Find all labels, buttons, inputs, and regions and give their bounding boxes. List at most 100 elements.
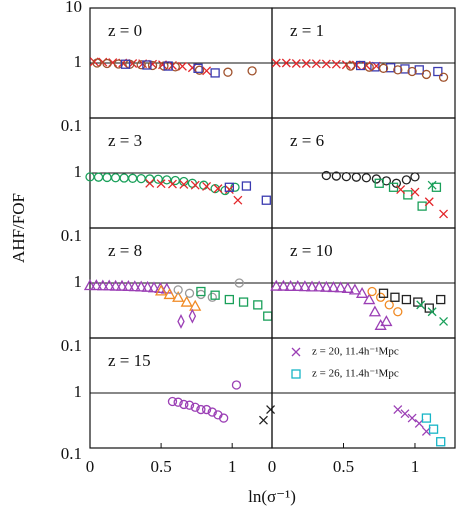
marker-circle	[384, 300, 394, 310]
marker-triangle	[163, 288, 176, 300]
marker-square	[355, 60, 366, 71]
marker-diamond	[188, 308, 197, 324]
marker-square	[424, 303, 434, 313]
marker-x	[400, 409, 410, 419]
marker-triangle	[147, 281, 161, 293]
marker-circle	[179, 399, 189, 410]
marker-circle	[381, 176, 392, 186]
marker-square	[403, 190, 413, 200]
y-tick-label: 1	[74, 162, 83, 181]
marker-circle	[184, 400, 195, 410]
x-tick-label: 0.5	[333, 457, 354, 476]
marker-triangle	[128, 280, 141, 292]
panel-label: z = 8	[108, 241, 142, 260]
marker-square	[196, 286, 206, 297]
panel-label: z = 3	[108, 131, 142, 150]
marker-x	[291, 347, 301, 357]
marker-circle	[351, 172, 362, 182]
marker-square	[413, 297, 423, 307]
y-axis-label: AHF/FOF	[9, 193, 28, 263]
x-axis-label: ln(σ⁻¹)	[248, 487, 296, 506]
marker-triangle	[83, 279, 97, 291]
marker-circle	[421, 69, 432, 80]
x-tick-label: 0	[268, 457, 277, 476]
marker-circle	[345, 61, 356, 71]
panel-label: z = 10	[290, 241, 333, 260]
marker-square	[261, 195, 271, 205]
marker-circle	[147, 60, 158, 71]
marker-x	[396, 185, 406, 195]
marker-circle	[223, 67, 233, 77]
marker-x	[439, 209, 449, 219]
x-tick-label: 1	[228, 457, 237, 476]
marker-x	[108, 58, 118, 67]
marker-circle	[207, 292, 217, 302]
marker-circle	[173, 285, 183, 295]
marker-square	[224, 182, 234, 192]
marker-square	[401, 294, 412, 305]
marker-circle	[231, 380, 242, 390]
marker-square	[210, 68, 220, 78]
y-tick-label: 0.1	[61, 336, 82, 355]
marker-triangle	[298, 280, 311, 292]
marker-x	[213, 184, 223, 194]
marker-circle	[173, 397, 183, 407]
marker-triangle	[355, 286, 369, 298]
marker-x	[266, 405, 276, 415]
marker-x	[321, 59, 331, 69]
y-tick-label: 1	[74, 52, 83, 71]
marker-triangle	[334, 281, 347, 293]
y-tick-label: 1	[74, 272, 83, 291]
panel-label: z = 0	[108, 21, 142, 40]
marker-x	[202, 66, 212, 76]
marker-square	[436, 294, 446, 305]
marker-circle	[234, 278, 244, 288]
marker-square	[370, 62, 380, 72]
marker-x	[407, 413, 417, 423]
marker-triangle	[277, 279, 290, 291]
y-tick-label: 1	[74, 382, 83, 401]
marker-square	[263, 311, 273, 321]
marker-triangle	[135, 280, 148, 292]
marker-x	[259, 415, 268, 425]
marker-square	[390, 292, 400, 302]
marker-circle	[393, 307, 403, 317]
marker-circle	[196, 289, 206, 300]
marker-triangle	[341, 281, 354, 293]
marker-circle	[410, 172, 420, 182]
marker-triangle	[305, 280, 319, 292]
marker-triangle	[313, 280, 326, 292]
marker-x	[168, 179, 177, 189]
marker-x	[301, 59, 311, 68]
marker-circle	[167, 396, 178, 407]
marker-circle	[438, 72, 449, 82]
legend-label: z = 26, 11.4h⁻¹Mpc	[312, 368, 399, 380]
marker-circle	[367, 286, 377, 297]
marker-triangle	[380, 315, 393, 327]
marker-circle	[184, 288, 195, 298]
marker-square	[120, 59, 131, 69]
marker-triangle	[180, 295, 193, 307]
marker-circle	[196, 404, 206, 415]
marker-triangle	[363, 293, 376, 305]
marker-circle	[210, 183, 220, 194]
marker-x	[145, 178, 155, 188]
legend-label: z = 20, 11.4h⁻¹Mpc	[312, 346, 399, 358]
marker-circle	[170, 62, 180, 72]
marker-square	[374, 178, 384, 188]
marker-circle	[110, 173, 121, 183]
marker-triangle	[90, 279, 103, 291]
marker-square	[142, 60, 152, 70]
marker-square	[431, 182, 442, 192]
marker-x	[233, 195, 243, 205]
marker-x	[427, 307, 437, 317]
marker-square	[210, 290, 220, 300]
marker-square	[253, 300, 263, 310]
marker-x	[311, 59, 321, 69]
panel-label: z = 15	[108, 351, 151, 370]
marker-triangle	[327, 281, 340, 293]
y-tick-label: 0.1	[61, 444, 82, 463]
marker-circle	[102, 58, 112, 69]
marker-square	[163, 61, 173, 71]
marker-x	[224, 185, 234, 195]
